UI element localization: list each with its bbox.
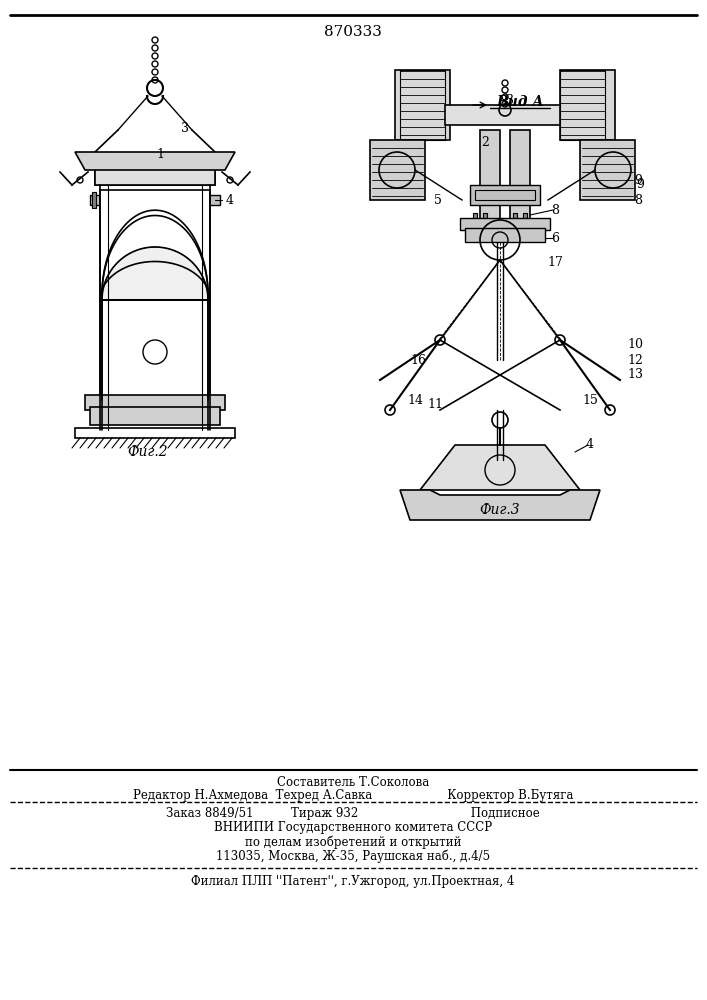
- Text: 15: 15: [582, 393, 598, 406]
- Text: 17: 17: [547, 255, 563, 268]
- Text: 8: 8: [634, 194, 642, 207]
- Text: 12: 12: [627, 354, 643, 366]
- Text: 11: 11: [427, 398, 443, 412]
- Text: 10: 10: [627, 338, 643, 352]
- Text: Редактор Н.Ахмедова  Техред А.Савка                    Корректор В.Бутяга: Редактор Н.Ахмедова Техред А.Савка Корре…: [133, 790, 573, 802]
- Text: Филиал ПЛП ''Патент'', г.Ужгород, ул.Проектная, 4: Филиал ПЛП ''Патент'', г.Ужгород, ул.Про…: [192, 876, 515, 888]
- Text: 8: 8: [551, 204, 559, 217]
- Bar: [483, 213, 487, 225]
- Bar: [475, 190, 535, 200]
- Text: Заказ 8849/51          Тираж 932                              Подписное: Заказ 8849/51 Тираж 932 Подписное: [166, 808, 540, 820]
- Bar: [523, 213, 527, 225]
- Bar: [400, 70, 445, 140]
- Bar: [560, 70, 605, 140]
- Text: 4: 4: [226, 194, 234, 207]
- Text: 16: 16: [410, 354, 426, 366]
- Text: 2: 2: [481, 135, 489, 148]
- Bar: [473, 213, 477, 225]
- Text: Фиг.3: Фиг.3: [479, 503, 520, 517]
- Bar: [460, 218, 550, 230]
- Text: по делам изобретений и открытий: по делам изобретений и открытий: [245, 835, 461, 849]
- Text: 9: 9: [636, 178, 644, 192]
- Text: 5: 5: [434, 194, 442, 207]
- Polygon shape: [100, 190, 210, 400]
- Bar: [92, 192, 96, 208]
- Bar: [90, 195, 220, 205]
- Bar: [75, 428, 235, 438]
- Polygon shape: [420, 445, 580, 490]
- Bar: [560, 70, 615, 140]
- Text: 3: 3: [506, 94, 514, 106]
- Text: 870333: 870333: [324, 25, 382, 39]
- Bar: [370, 140, 425, 200]
- Bar: [465, 228, 545, 242]
- Text: 13: 13: [627, 368, 643, 381]
- Text: 14: 14: [407, 393, 423, 406]
- Bar: [513, 213, 517, 225]
- Text: 9: 9: [634, 174, 642, 186]
- Text: ВНИИПИ Государственного комитета СССР: ВНИИПИ Государственного комитета СССР: [214, 822, 492, 834]
- Bar: [480, 130, 500, 220]
- Bar: [580, 140, 635, 200]
- Polygon shape: [75, 152, 235, 170]
- Text: 3: 3: [181, 121, 189, 134]
- Polygon shape: [102, 247, 208, 300]
- Bar: [90, 407, 220, 425]
- Text: 1: 1: [156, 148, 164, 161]
- Bar: [510, 130, 530, 220]
- Text: Фиг.2: Фиг.2: [128, 445, 168, 459]
- Bar: [445, 105, 560, 125]
- Polygon shape: [95, 167, 215, 185]
- Polygon shape: [400, 490, 600, 520]
- Text: Составитель Т.Соколова: Составитель Т.Соколова: [277, 776, 429, 788]
- Bar: [196, 192, 200, 208]
- Text: Вид А: Вид А: [496, 95, 544, 109]
- Bar: [204, 192, 208, 208]
- Bar: [395, 70, 450, 140]
- Text: 4: 4: [586, 438, 594, 452]
- Bar: [100, 192, 104, 208]
- Bar: [95, 167, 215, 185]
- Text: 6: 6: [551, 232, 559, 244]
- Bar: [85, 395, 225, 410]
- Text: 113035, Москва, Ж-35, Раушская наб., д.4/5: 113035, Москва, Ж-35, Раушская наб., д.4…: [216, 849, 490, 863]
- Bar: [470, 185, 540, 205]
